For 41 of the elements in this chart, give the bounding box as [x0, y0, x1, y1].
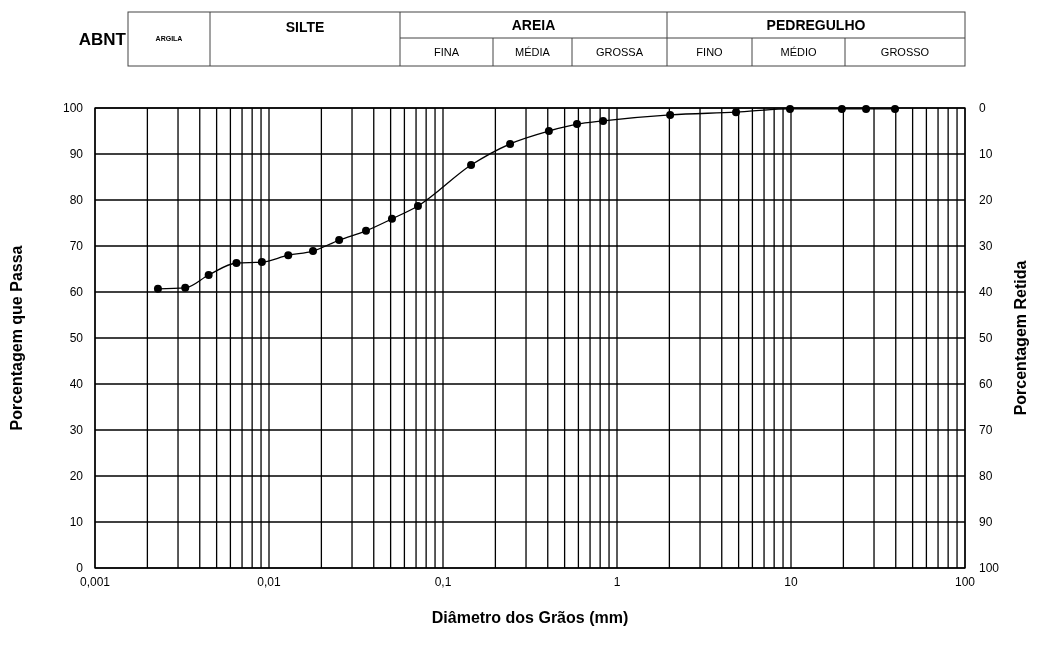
y-tick-label: 20 — [69, 469, 84, 483]
y2-tick-label: 80 — [979, 469, 993, 483]
y2-tick-label: 0 — [979, 101, 986, 115]
text: PEDREGULHO — [766, 16, 866, 33]
text: GROSSA — [595, 45, 644, 58]
y2-tick-label: 60 — [979, 377, 993, 391]
x-tick-label: 1 — [613, 575, 621, 589]
text: FINA — [433, 45, 460, 58]
text: MÉDIO — [780, 45, 817, 58]
x-tick-label: 10 — [784, 575, 798, 589]
x-tick-label: 0,001 — [79, 575, 111, 589]
y2-tick-label: 30 — [979, 239, 993, 253]
y-tick-label: 70 — [69, 239, 84, 253]
y2-tick-label: 90 — [979, 515, 993, 529]
y-tick-label: 80 — [69, 193, 84, 207]
y-tick-label: 10 — [69, 515, 84, 529]
x-tick-label: 0,1 — [434, 575, 452, 589]
y2-tick-label: 20 — [979, 193, 993, 207]
x-tick-label: 0,01 — [257, 575, 281, 589]
y-tick-label: 100 — [62, 101, 84, 115]
y-tick-label: 0 — [76, 561, 84, 575]
text: SILTE — [285, 18, 325, 35]
y-tick-label: 90 — [69, 147, 84, 161]
y2-tick-label: 100 — [979, 561, 1000, 575]
text: GROSSO — [880, 45, 930, 58]
y-tick-label: 60 — [69, 285, 84, 299]
y-tick-label: 30 — [69, 423, 84, 437]
y-axis-title: Porcentagem que Passa — [8, 245, 25, 431]
y2-axis-title: Porcentagem Retida — [1012, 260, 1029, 416]
text: MÉDIA — [515, 45, 551, 58]
text: ABNT — [78, 30, 127, 49]
x-tick-label: 100 — [954, 575, 976, 589]
y-tick-label: 40 — [69, 377, 84, 391]
y2-tick-label: 10 — [979, 147, 993, 161]
text: FINO — [696, 45, 724, 58]
text: AREIA — [511, 16, 556, 33]
y2-tick-label: 70 — [979, 423, 993, 437]
y-tick-label: 50 — [69, 331, 84, 345]
x-axis-title: Diâmetro dos Grãos (mm) — [431, 609, 629, 626]
y2-tick-label: 40 — [979, 285, 993, 299]
y2-tick-label: 50 — [979, 331, 993, 345]
